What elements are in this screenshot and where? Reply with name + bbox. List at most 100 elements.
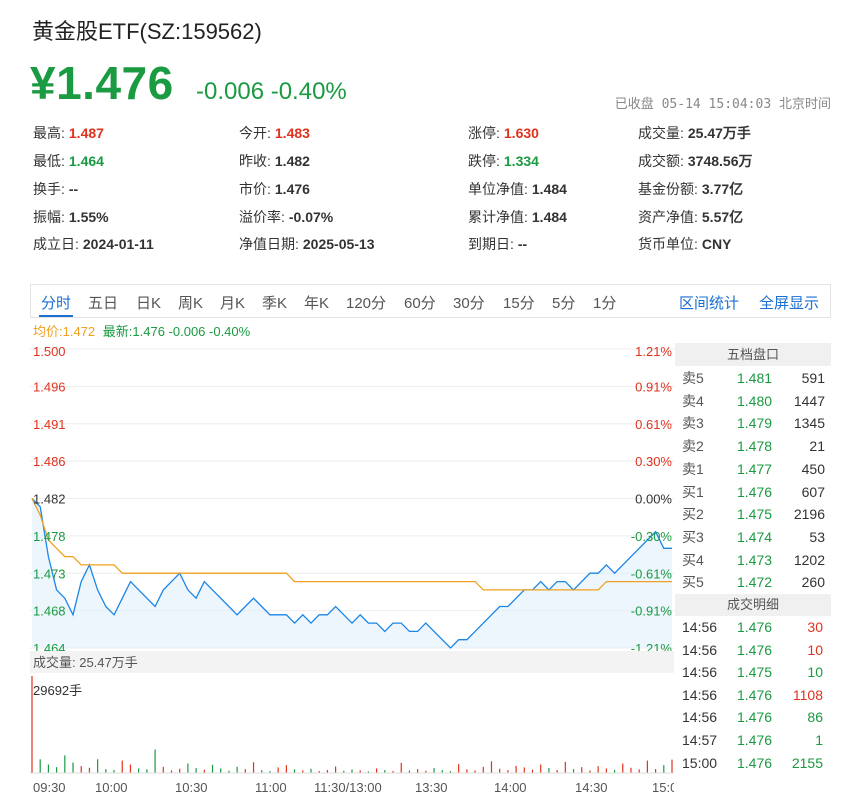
tab-3[interactable]: 周K bbox=[178, 295, 204, 312]
order-side-label: 买1 bbox=[682, 483, 704, 500]
order-book-row: 买4 1.473 1202 bbox=[682, 549, 825, 571]
stat-item: 成交额: 3748.56万 bbox=[638, 151, 753, 171]
x-tick-label: 11:30/13:00 bbox=[314, 780, 382, 795]
order-volume: 2196 bbox=[793, 506, 825, 523]
deal-qty: 10 bbox=[807, 641, 823, 658]
y-tick-label: 1.478 bbox=[33, 529, 66, 544]
pct-tick-label: 0.91% bbox=[635, 379, 672, 394]
tab-10[interactable]: 15分 bbox=[503, 295, 535, 312]
legend-latest: 最新:1.476 -0.006 -0.40% bbox=[102, 324, 251, 339]
deal-price: 1.476 bbox=[737, 641, 773, 658]
y-tick-label: 1.500 bbox=[33, 344, 66, 359]
stat-label: 净值日期: bbox=[239, 236, 299, 252]
stat-label: 振幅: bbox=[33, 209, 65, 225]
stat-item: 累计净值: 1.484 bbox=[468, 207, 567, 227]
order-volume: 1447 bbox=[793, 392, 825, 409]
order-book-title: 五档盘口 bbox=[675, 343, 831, 366]
stat-label: 昨收: bbox=[239, 153, 271, 169]
deal-price: 1.476 bbox=[737, 709, 773, 726]
avg-price-line bbox=[31, 498, 672, 591]
stat-item: 换手: -- bbox=[33, 179, 78, 199]
order-book-row: 卖1 1.477 450 bbox=[682, 458, 825, 480]
fullscreen-button[interactable]: 全屏显示 bbox=[759, 295, 820, 312]
tab-7[interactable]: 120分 bbox=[346, 295, 387, 312]
y-tick-label: 1.491 bbox=[33, 417, 66, 432]
deal-time: 14:57 bbox=[682, 732, 718, 748]
stat-item: 单位净值: 1.484 bbox=[468, 179, 567, 199]
stat-item: 昨收: 1.482 bbox=[239, 151, 310, 171]
stat-item: 溢价率: -0.07% bbox=[239, 207, 333, 227]
tab-2[interactable]: 日K bbox=[136, 295, 162, 312]
order-side-label: 卖4 bbox=[682, 392, 704, 409]
stat-value: -0.07% bbox=[288, 209, 334, 225]
stat-item: 最高: 1.487 bbox=[33, 123, 104, 143]
stat-value: 2025-05-13 bbox=[302, 236, 375, 252]
stat-value: 1.55% bbox=[68, 209, 109, 225]
price-change: -0.006 -0.40% bbox=[196, 78, 347, 105]
range-stats-button[interactable]: 区间统计 bbox=[679, 295, 740, 312]
deal-time: 14:56 bbox=[682, 619, 718, 635]
stat-label: 单位净值: bbox=[468, 181, 528, 197]
order-side-label: 买2 bbox=[682, 506, 704, 523]
order-side-label: 卖1 bbox=[682, 460, 704, 477]
order-book-row: 买1 1.476 607 bbox=[682, 481, 825, 503]
tab-12[interactable]: 1分 bbox=[593, 295, 617, 312]
stat-label: 今开: bbox=[239, 125, 271, 141]
intraday-chart[interactable]: 1.500 1.21% 1.496 0.91% 1.491 0.61% 1.486 0.30%… bbox=[30, 343, 685, 797]
stat-value: 5.57亿 bbox=[701, 209, 744, 225]
order-price: 1.475 bbox=[737, 506, 773, 523]
stat-value: 1.334 bbox=[503, 153, 539, 169]
chart-svg[interactable]: 1.500 1.21% 1.496 0.91% 1.491 0.61% 1.486 0.30%… bbox=[30, 343, 685, 797]
deal-row: 14:56 1.476 86 bbox=[682, 706, 823, 728]
stat-label: 成立日: bbox=[33, 236, 79, 252]
deals-title: 成交明细 bbox=[675, 594, 831, 616]
tab-6[interactable]: 年K bbox=[304, 295, 330, 312]
stat-item: 到期日: -- bbox=[468, 234, 527, 254]
x-tick-label: 11:00 bbox=[255, 780, 287, 795]
deal-qty: 1108 bbox=[792, 686, 823, 703]
stat-item: 资产净值: 5.57亿 bbox=[638, 207, 743, 227]
stat-item: 今开: 1.483 bbox=[239, 123, 310, 143]
order-volume: 21 bbox=[809, 438, 825, 455]
pct-tick-label: -0.61% bbox=[631, 566, 673, 581]
stat-label: 累计净值: bbox=[468, 209, 528, 225]
pct-tick-label: 1.21% bbox=[635, 344, 672, 359]
x-tick-label: 13:30 bbox=[415, 780, 448, 795]
order-volume: 591 bbox=[801, 370, 825, 386]
order-price: 1.473 bbox=[737, 551, 773, 568]
order-book-row: 卖5 1.481 591 bbox=[682, 367, 825, 389]
deal-qty: 30 bbox=[807, 619, 823, 635]
stat-value: 1.630 bbox=[503, 125, 539, 141]
stat-label: 最低: bbox=[33, 153, 65, 169]
tab-11[interactable]: 5分 bbox=[552, 295, 576, 312]
tab-1[interactable]: 五日 bbox=[88, 295, 119, 312]
order-price: 1.477 bbox=[737, 460, 773, 477]
stat-value: 1.487 bbox=[68, 125, 104, 141]
x-tick-label: 10:30 bbox=[175, 780, 208, 795]
chart-legend: 均价:1.472 最新:1.476 -0.006 -0.40% bbox=[33, 321, 250, 340]
stat-label: 到期日: bbox=[468, 236, 514, 252]
order-price: 1.481 bbox=[737, 370, 773, 386]
deal-time: 14:56 bbox=[682, 709, 718, 726]
tab-4[interactable]: 月K bbox=[220, 295, 246, 312]
tab-8[interactable]: 60分 bbox=[404, 295, 436, 312]
stat-item: 振幅: 1.55% bbox=[33, 207, 109, 227]
deal-row: 14:57 1.476 1 bbox=[682, 729, 823, 751]
deal-price: 1.476 bbox=[737, 686, 773, 703]
stat-label: 成交额: bbox=[638, 153, 684, 169]
deal-row: 14:56 1.475 10 bbox=[682, 661, 823, 683]
x-tick-label: 14:00 bbox=[494, 780, 527, 795]
tab-5[interactable]: 季K bbox=[262, 295, 288, 312]
pct-tick-label: 0.61% bbox=[635, 417, 672, 432]
pct-tick-label: -0.91% bbox=[631, 604, 673, 619]
order-side-label: 买4 bbox=[682, 551, 704, 568]
stat-value: -- bbox=[68, 181, 79, 197]
x-tick-label: 10:00 bbox=[95, 780, 128, 795]
tab-9[interactable]: 30分 bbox=[453, 295, 485, 312]
legend-avg: 均价:1.472 bbox=[33, 324, 96, 339]
tab-0[interactable]: 分时 bbox=[41, 295, 72, 312]
order-book-row: 买5 1.472 260 bbox=[682, 571, 825, 593]
order-price: 1.474 bbox=[737, 528, 773, 545]
order-volume: 450 bbox=[801, 460, 825, 477]
stat-value: CNY bbox=[701, 236, 732, 252]
